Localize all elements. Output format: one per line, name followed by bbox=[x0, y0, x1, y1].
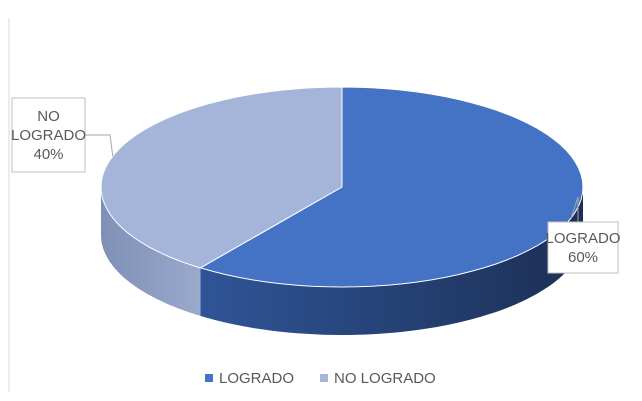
data-label-value: 40% bbox=[33, 146, 63, 163]
data-label-box bbox=[11, 97, 86, 173]
slice-side bbox=[101, 187, 201, 316]
data-label-name: NO LOGRADO bbox=[11, 108, 86, 144]
data-label-value: 60% bbox=[568, 249, 598, 266]
data-label-box bbox=[547, 221, 619, 274]
slice bbox=[100, 86, 343, 316]
leader-line bbox=[570, 196, 579, 222]
data-label-word: NO bbox=[37, 108, 60, 125]
slice-top bbox=[100, 86, 343, 269]
data-label-name: LOGRADO bbox=[545, 230, 620, 247]
legend-label: LOGRADO bbox=[219, 370, 294, 387]
data-label-word: LOGRADO bbox=[11, 127, 86, 144]
slice-side bbox=[200, 187, 584, 335]
legend-label: NO LOGRADO bbox=[334, 370, 436, 387]
legend-swatch bbox=[320, 374, 329, 382]
leader-line bbox=[85, 134, 114, 157]
legend-swatch bbox=[205, 374, 213, 382]
